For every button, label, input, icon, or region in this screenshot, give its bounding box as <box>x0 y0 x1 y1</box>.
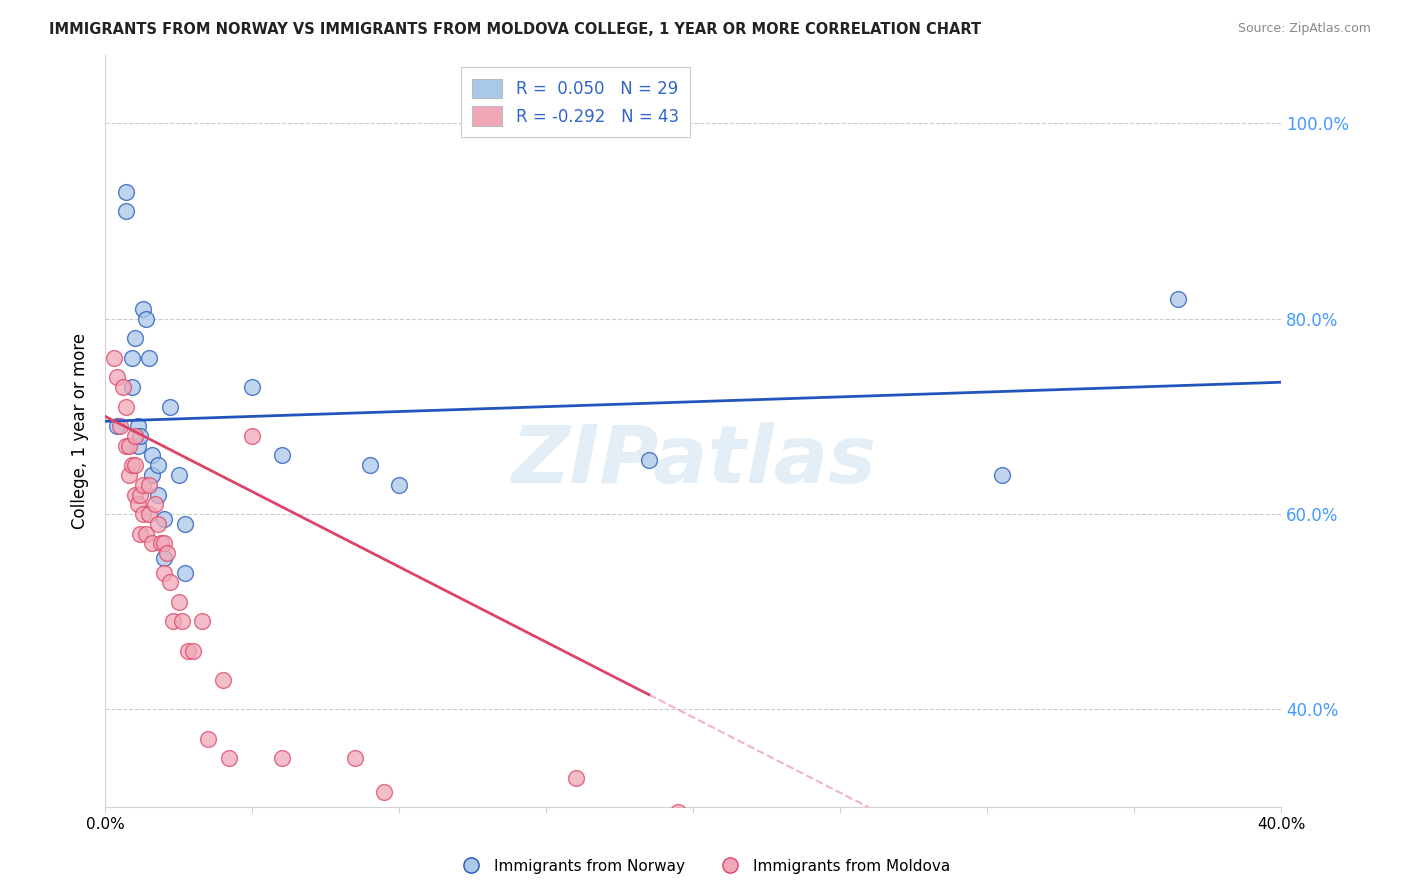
Point <box>270 751 292 765</box>
Point <box>270 449 292 463</box>
Text: IMMIGRANTS FROM NORWAY VS IMMIGRANTS FROM MOLDOVA COLLEGE, 1 YEAR OR MORE CORREL: IMMIGRANTS FROM NORWAY VS IMMIGRANTS FRO… <box>49 22 981 37</box>
Point <box>153 566 176 580</box>
Y-axis label: College, 1 year or more: College, 1 year or more <box>72 333 89 529</box>
Point <box>146 516 169 531</box>
Point <box>167 595 190 609</box>
Point <box>105 370 128 384</box>
Point <box>162 615 184 629</box>
Point <box>1167 292 1189 306</box>
Point <box>138 351 160 365</box>
Point <box>141 468 163 483</box>
Point <box>240 429 263 443</box>
Point <box>121 380 143 394</box>
Point <box>990 468 1012 483</box>
Point <box>373 785 395 799</box>
Point <box>114 185 136 199</box>
Point <box>124 458 146 473</box>
Point <box>108 419 131 434</box>
Point <box>129 487 152 501</box>
Point <box>666 805 689 819</box>
Point <box>135 311 157 326</box>
Point <box>124 331 146 345</box>
Point <box>127 419 149 434</box>
Point <box>176 644 198 658</box>
Point <box>132 477 155 491</box>
Point <box>153 512 176 526</box>
Point <box>138 507 160 521</box>
Point <box>388 477 411 491</box>
Point <box>150 536 173 550</box>
Point <box>211 673 233 687</box>
Point <box>129 526 152 541</box>
Point <box>638 453 661 467</box>
Point <box>153 536 176 550</box>
Point <box>183 644 205 658</box>
Point <box>124 429 146 443</box>
Point <box>146 458 169 473</box>
Point <box>132 507 155 521</box>
Point <box>103 351 125 365</box>
Point <box>173 566 195 580</box>
Point <box>118 439 141 453</box>
Point <box>173 516 195 531</box>
Point <box>114 400 136 414</box>
Legend: R =  0.050   N = 29, R = -0.292   N = 43: R = 0.050 N = 29, R = -0.292 N = 43 <box>461 67 690 137</box>
Point <box>105 419 128 434</box>
Point <box>141 536 163 550</box>
Text: Source: ZipAtlas.com: Source: ZipAtlas.com <box>1237 22 1371 36</box>
Point <box>159 400 181 414</box>
Point <box>132 301 155 316</box>
Point <box>197 731 219 746</box>
Point <box>218 751 240 765</box>
Point <box>191 615 214 629</box>
Point <box>114 439 136 453</box>
Point <box>111 380 134 394</box>
Point <box>114 204 136 219</box>
Point <box>156 546 179 560</box>
Text: ZIPatlas: ZIPatlas <box>510 422 876 500</box>
Point <box>124 487 146 501</box>
Point <box>129 429 152 443</box>
Point <box>121 351 143 365</box>
Point <box>159 575 181 590</box>
Point <box>118 468 141 483</box>
Point <box>344 751 367 765</box>
Point <box>127 497 149 511</box>
Point <box>135 526 157 541</box>
Point <box>153 551 176 566</box>
Point <box>240 380 263 394</box>
Legend: Immigrants from Norway, Immigrants from Moldova: Immigrants from Norway, Immigrants from … <box>450 853 956 880</box>
Point <box>127 439 149 453</box>
Point <box>167 468 190 483</box>
Point <box>138 477 160 491</box>
Point <box>121 458 143 473</box>
Point <box>170 615 193 629</box>
Point <box>141 449 163 463</box>
Point <box>146 487 169 501</box>
Point <box>564 771 586 785</box>
Point <box>359 458 381 473</box>
Point <box>143 497 166 511</box>
